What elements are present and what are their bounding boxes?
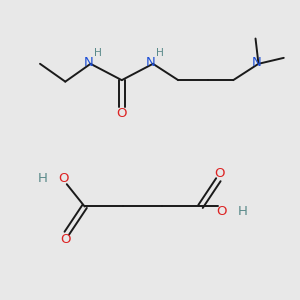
Text: H: H [94,48,102,58]
Text: H: H [38,172,48,185]
Text: N: N [146,56,155,69]
Text: H: H [157,48,164,58]
Text: O: O [217,205,227,218]
Text: N: N [83,56,93,69]
Text: O: O [60,233,70,246]
Text: N: N [252,56,262,69]
Text: O: O [214,167,225,180]
Text: H: H [238,205,248,218]
Text: O: O [58,172,68,185]
Text: O: O [116,107,127,120]
